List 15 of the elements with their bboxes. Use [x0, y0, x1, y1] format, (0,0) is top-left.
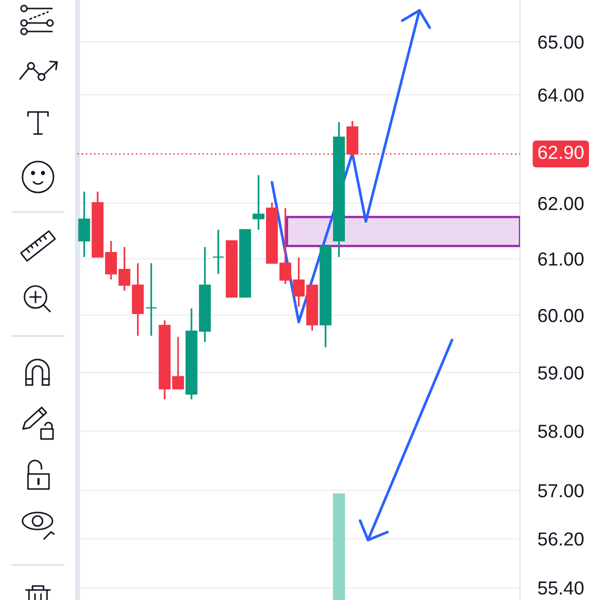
y-tick-label: 59.00	[538, 366, 584, 380]
y-tick-label: 64.00	[538, 88, 584, 102]
candlestick	[145, 262, 158, 337]
y-tick-label: 55.40	[538, 581, 584, 595]
ref-line-label: 62.90	[538, 146, 584, 159]
y-tick-label: 65.00	[538, 35, 584, 49]
y-tick-label: 61.00	[538, 252, 584, 266]
candlestick	[78, 190, 90, 258]
y-tick-label: 56.20	[538, 532, 584, 546]
candlestick	[212, 228, 224, 275]
y-tick-label: 58.00	[538, 424, 584, 438]
y-tick-label: 57.00	[538, 484, 584, 498]
y-tick-label: 60.00	[538, 308, 584, 322]
y-tick-label: 62.00	[538, 196, 584, 210]
candlestick	[252, 174, 264, 231]
